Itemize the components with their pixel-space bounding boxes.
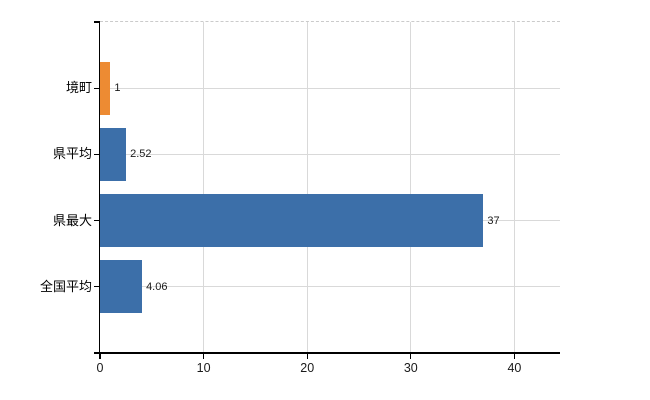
category-tick [94,87,99,89]
bar [100,127,127,181]
x-tick-label: 0 [96,361,104,375]
vertical-gridline [306,22,308,353]
horizontal-gridline [100,153,560,155]
x-axis-tick [410,353,412,359]
value-label: 1 [114,82,121,95]
category-tick [94,153,99,155]
value-label: 2.52 [130,148,152,161]
bar [100,61,111,115]
x-axis-tick [99,353,101,359]
y-axis-top-cap [94,21,100,23]
vertical-gridline [513,22,515,353]
x-axis-tick [513,353,515,359]
x-axis-tick [203,353,205,359]
x-axis-line [94,352,560,354]
category-label: 県最大 [52,212,92,228]
category-tick [94,286,99,288]
vertical-gridline [203,22,205,353]
x-tick-label: 20 [300,361,315,375]
vertical-gridline [410,22,412,353]
x-axis-tick [306,353,308,359]
category-label: 境町 [65,80,92,96]
x-tick-label: 10 [196,361,211,375]
x-tick-label: 40 [507,361,522,375]
bar [100,260,143,314]
value-label: 4.06 [146,280,168,293]
category-tick [94,220,99,222]
value-label: 37 [487,214,500,227]
bar [100,194,484,248]
category-label: 全国平均 [39,278,92,294]
plot-top-border [100,21,560,22]
x-tick-label: 30 [403,361,418,375]
y-axis-line [98,22,100,359]
category-label: 県平均 [52,146,92,162]
horizontal-gridline [100,87,560,89]
horizontal-gridline [100,286,560,288]
